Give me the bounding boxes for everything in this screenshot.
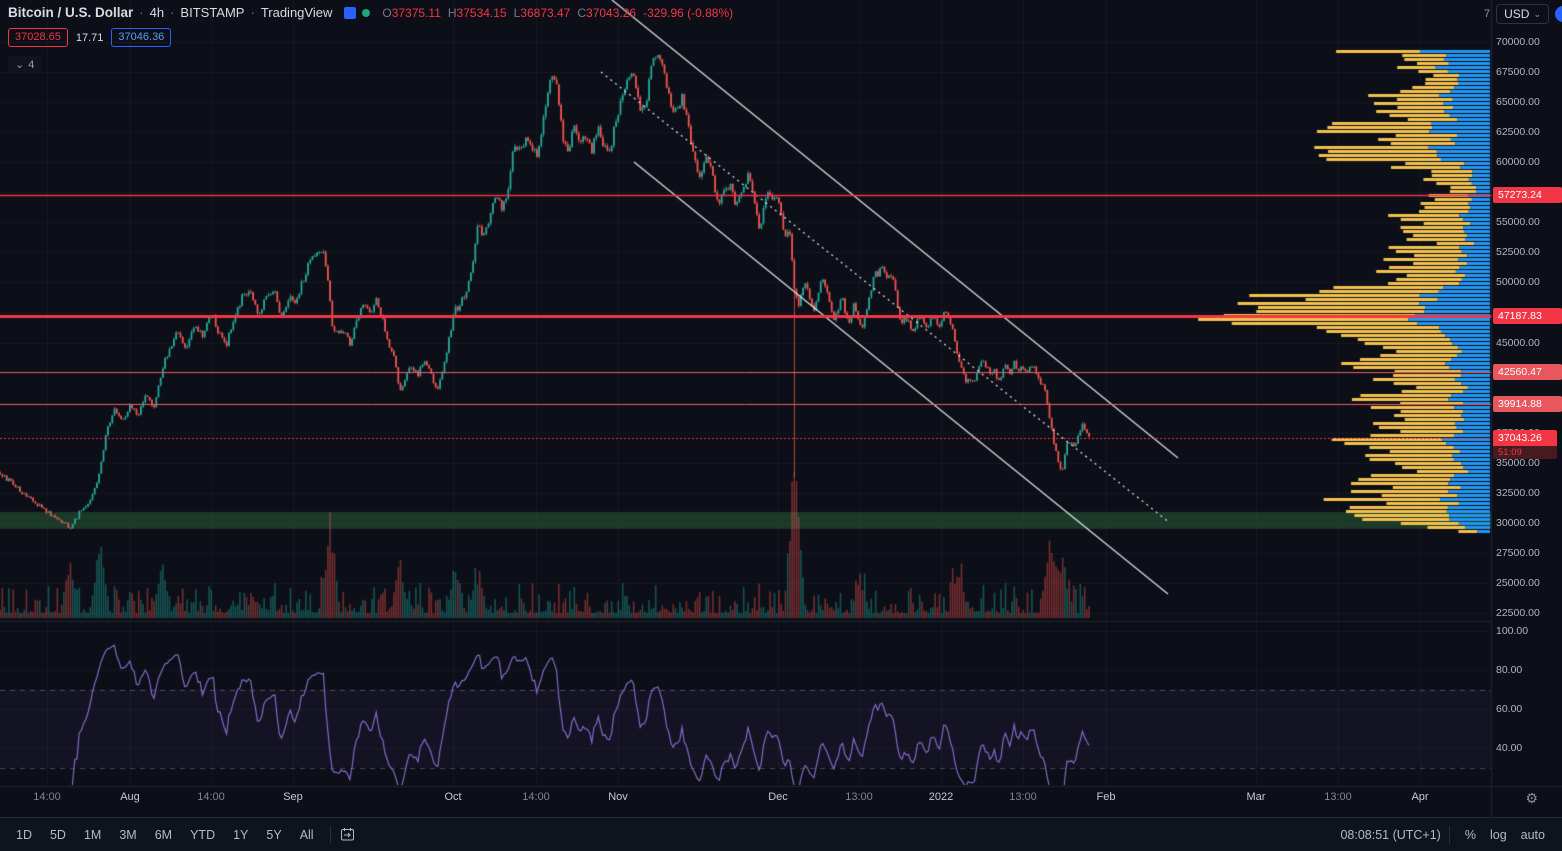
chart-legend: Bitcoin / U.S. Dollar · 4h · BITSTAMP · … (8, 5, 734, 73)
rsi-tick-label: 40.00 (1496, 742, 1523, 754)
time-axis-label: Oct (444, 791, 462, 803)
chart-canvas[interactable] (0, 0, 1562, 817)
rsi-tick-label: 60.00 (1496, 703, 1523, 715)
price-line-badge[interactable]: 42560.47 (1493, 363, 1562, 380)
price-tick-label: 25000.00 (1496, 576, 1540, 589)
time-axis-label: Dec (768, 791, 788, 803)
spread-value: 17.71 (75, 31, 104, 44)
time-axis-label: Mar (1246, 791, 1266, 803)
time-axis-label: Nov (608, 791, 628, 803)
price-tick-label: 50000.00 (1496, 276, 1540, 289)
price-tick-label: 62500.00 (1496, 126, 1540, 139)
time-axis-label: 14:00 (522, 791, 550, 803)
currency-unit-button[interactable]: USD ⌄ (1496, 4, 1549, 24)
toolbar-divider (329, 825, 331, 844)
open-value: 37375.11 (391, 5, 441, 20)
last-price-value: 37043.26 (1493, 430, 1557, 447)
time-axis-label: 13:00 (1324, 791, 1352, 803)
price-tick-label: 27500.00 (1496, 546, 1540, 559)
ohlc-values: O37375.11 H37534.15 L36873.47 C37043.26 … (382, 5, 734, 20)
range-button-5y[interactable]: 5Y (266, 827, 282, 842)
price-line-badge[interactable]: 57273.24 (1493, 186, 1562, 203)
price-tick-label: 65000.00 (1496, 96, 1540, 109)
log-scale-button[interactable]: log (1489, 827, 1507, 842)
exchange-label[interactable]: BITSTAMP (180, 5, 245, 20)
price-tick-label: 67500.00 (1496, 66, 1540, 79)
range-button-5d[interactable]: 5D (49, 827, 66, 842)
range-button-1d[interactable]: 1D (16, 827, 32, 842)
bar-countdown: 51:09 (1493, 446, 1557, 460)
price-tick-label: 32500.00 (1496, 486, 1540, 499)
hidden-indicator-count: 4 (28, 58, 35, 71)
ask-price-box[interactable]: 37046.36 (111, 28, 172, 47)
range-button-all[interactable]: All (299, 827, 314, 842)
time-axis-label: 13:00 (1009, 791, 1037, 803)
price-line-badge[interactable]: 47187.83 (1493, 308, 1562, 325)
time-axis-label: Sep (283, 791, 303, 803)
price-tick-label: 60000.00 (1496, 156, 1540, 169)
symbol-title[interactable]: Bitcoin / U.S. Dollar (8, 5, 134, 20)
range-button-ytd[interactable]: YTD (190, 827, 216, 842)
price-tick-label: 30000.00 (1496, 516, 1540, 529)
price-tick-label: 22500.00 (1496, 607, 1540, 619)
time-axis-label: 2022 (928, 791, 954, 803)
range-button-1y[interactable]: 1Y (233, 827, 249, 842)
market-status-icon[interactable] (362, 8, 371, 17)
percent-scale-button[interactable]: % (1464, 827, 1476, 842)
clock-label[interactable]: 08:08:51 (UTC+1) (1340, 827, 1441, 842)
bid-price-box[interactable]: 37028.65 (8, 28, 68, 47)
auto-scale-button[interactable]: auto (1520, 827, 1545, 842)
time-axis-label: Feb (1096, 791, 1116, 803)
last-price-badge[interactable]: 37043.26 51:09 (1493, 430, 1557, 460)
time-axis-label: 14:00 (33, 791, 61, 803)
close-value: 37043.26 (586, 5, 637, 20)
toolbar-divider (1448, 825, 1450, 844)
price-line-badge[interactable]: 39914.88 (1493, 395, 1562, 412)
interval-label[interactable]: 4h (149, 5, 165, 20)
price-tick-label: 52500.00 (1496, 246, 1540, 259)
rsi-tick-label: 80.00 (1496, 664, 1523, 676)
price-tick-label: 70000.00 (1496, 36, 1540, 48)
time-axis-label: 13:00 (845, 791, 873, 803)
range-button-6m[interactable]: 6M (154, 827, 173, 842)
price-tick-label: 35000.00 (1496, 456, 1540, 469)
change-value: -329.96 (-0.88%) (643, 5, 734, 20)
indicators-collapse-button[interactable]: ⌄ 4 (8, 56, 42, 73)
price-tick-label: 55000.00 (1496, 216, 1540, 229)
unit-prefix-label: 7 (1483, 8, 1491, 20)
rsi-tick-label: 100.00 (1496, 625, 1529, 637)
range-button-1m[interactable]: 1M (83, 827, 102, 842)
brand-label: TradingView (260, 5, 333, 20)
price-tick-label: 45000.00 (1496, 336, 1540, 349)
time-axis-label: Aug (120, 791, 140, 803)
top-right-controls: 7 USD ⌄ (1484, 4, 1562, 24)
go-to-date-icon[interactable] (339, 826, 356, 843)
chevron-down-icon: ⌄ (15, 59, 25, 71)
gear-icon[interactable]: ⚙ (1525, 790, 1538, 806)
time-axis-label: 14:00 (197, 791, 225, 803)
range-button-3m[interactable]: 3M (119, 827, 137, 842)
flag-icon[interactable] (344, 6, 357, 19)
low-value: 36873.47 (520, 5, 571, 20)
time-axis-label: Apr (1411, 791, 1429, 803)
clipped-blue-icon[interactable] (1555, 6, 1562, 22)
date-range-buttons: 1D 5D 1M 3M 6M YTD 1Y 5Y All (8, 825, 322, 845)
high-value: 37534.15 (456, 5, 507, 20)
chevron-down-icon: ⌄ (1533, 8, 1541, 19)
bottom-toolbar: 1D 5D 1M 3M 6M YTD 1Y 5Y All 08:08:51 (UTC+1) % … (0, 817, 1562, 851)
